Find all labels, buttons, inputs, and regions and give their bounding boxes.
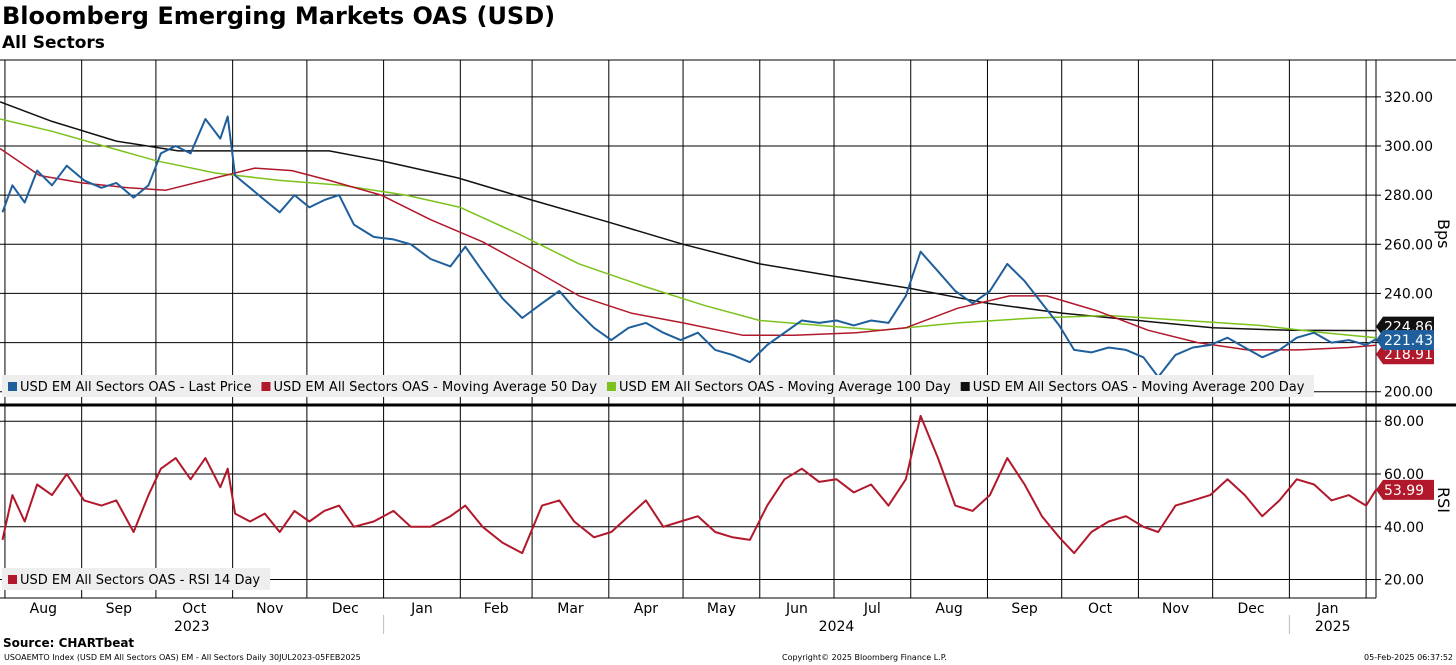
main-y-tick-label-3: 260.00 [1384, 237, 1433, 253]
x-month-label-8: Apr [634, 601, 658, 617]
x-year-label-2: 2025 [1315, 619, 1351, 635]
main-legend-label-3: USD EM All Sectors OAS - Moving Average … [973, 380, 1305, 395]
chart-title: Bloomberg Emerging Markets OAS (USD) [2, 2, 556, 30]
main-last-value-tag-2 [1376, 330, 1434, 351]
rsi-legend-swatch-0 [8, 575, 17, 584]
footer-timestamp: 05-Feb-2025 06:37:52 [1364, 653, 1453, 662]
main-legend-swatch-2 [606, 382, 616, 391]
x-month-label-4: Dec [332, 601, 359, 617]
main-legend-swatch-0 [8, 382, 17, 391]
x-month-label-12: Aug [935, 601, 962, 617]
x-month-label-16: Dec [1237, 601, 1264, 617]
main-legend-bg [2, 375, 1314, 397]
rsi-legend-bg [2, 568, 270, 590]
x-month-label-3: Nov [256, 601, 283, 617]
x-month-label-5: Jan [410, 601, 433, 617]
main-series-line-1 [0, 147, 1377, 351]
main-y-tick-label-0: 200.00 [1384, 385, 1433, 401]
main-y-tick-label-4: 280.00 [1384, 188, 1433, 204]
rsi-y-tick-label-0: 20.00 [1384, 573, 1424, 589]
x-month-label-0: Aug [30, 601, 57, 617]
x-year-label-1: 2024 [819, 619, 855, 635]
main-y-tick-label-5: 300.00 [1384, 139, 1433, 155]
rsi-y-axis-title: RSI [1434, 487, 1453, 513]
main-series-line-2 [0, 118, 1377, 339]
main-y-axis-title: Bps [1434, 219, 1453, 248]
x-month-label-14: Oct [1088, 601, 1113, 617]
x-year-label-0: 2023 [174, 619, 210, 635]
footer-index-info: USOAEMTO Index (USD EM All Sectors OAS) … [4, 653, 361, 662]
main-legend-label-2: USD EM All Sectors OAS - Moving Average … [619, 380, 951, 395]
x-month-label-2: Oct [182, 601, 207, 617]
x-month-label-13: Sep [1011, 601, 1038, 617]
rsi-last-value-text: 53.99 [1384, 483, 1424, 499]
rsi-y-tick-label-3: 80.00 [1384, 414, 1424, 430]
source-label: Source: CHARTbeat [3, 636, 135, 650]
main-y-tick-label-2: 240.00 [1384, 286, 1433, 302]
main-legend-label-1: USD EM All Sectors OAS - Moving Average … [273, 380, 597, 395]
x-month-label-6: Feb [484, 601, 509, 617]
main-last-value-text-1: 218.91 [1384, 347, 1433, 363]
main-y-tick-label-6: 320.00 [1384, 90, 1433, 106]
main-legend-swatch-3 [960, 382, 970, 391]
x-month-label-15: Nov [1162, 601, 1189, 617]
chart-subtitle: All Sectors [2, 33, 105, 53]
x-month-label-10: Jun [785, 601, 808, 617]
rsi-y-tick-label-2: 60.00 [1384, 467, 1424, 483]
main-legend-label-0: USD EM All Sectors OAS - Last Price [20, 380, 251, 395]
main-series-line-0 [1, 115, 1377, 378]
main-last-value-text-2: 221.43 [1384, 333, 1433, 349]
x-month-label-1: Sep [106, 601, 133, 617]
rsi-legend-label-0: USD EM All Sectors OAS - RSI 14 Day [20, 573, 260, 588]
x-month-label-17: Jan [1316, 601, 1339, 617]
x-month-label-11: Jul [863, 601, 881, 617]
footer-copyright: Copyright© 2025 Bloomberg Finance L.P. [782, 653, 947, 662]
rsi-last-value-tag [1376, 479, 1434, 500]
main-series-line-3 [0, 101, 1377, 332]
main-legend-swatch-1 [261, 382, 271, 391]
x-month-label-7: Mar [557, 601, 584, 617]
rsi-y-tick-label-1: 40.00 [1384, 520, 1424, 536]
rsi-series-line-0 [1, 414, 1377, 555]
x-month-label-9: May [707, 601, 736, 617]
